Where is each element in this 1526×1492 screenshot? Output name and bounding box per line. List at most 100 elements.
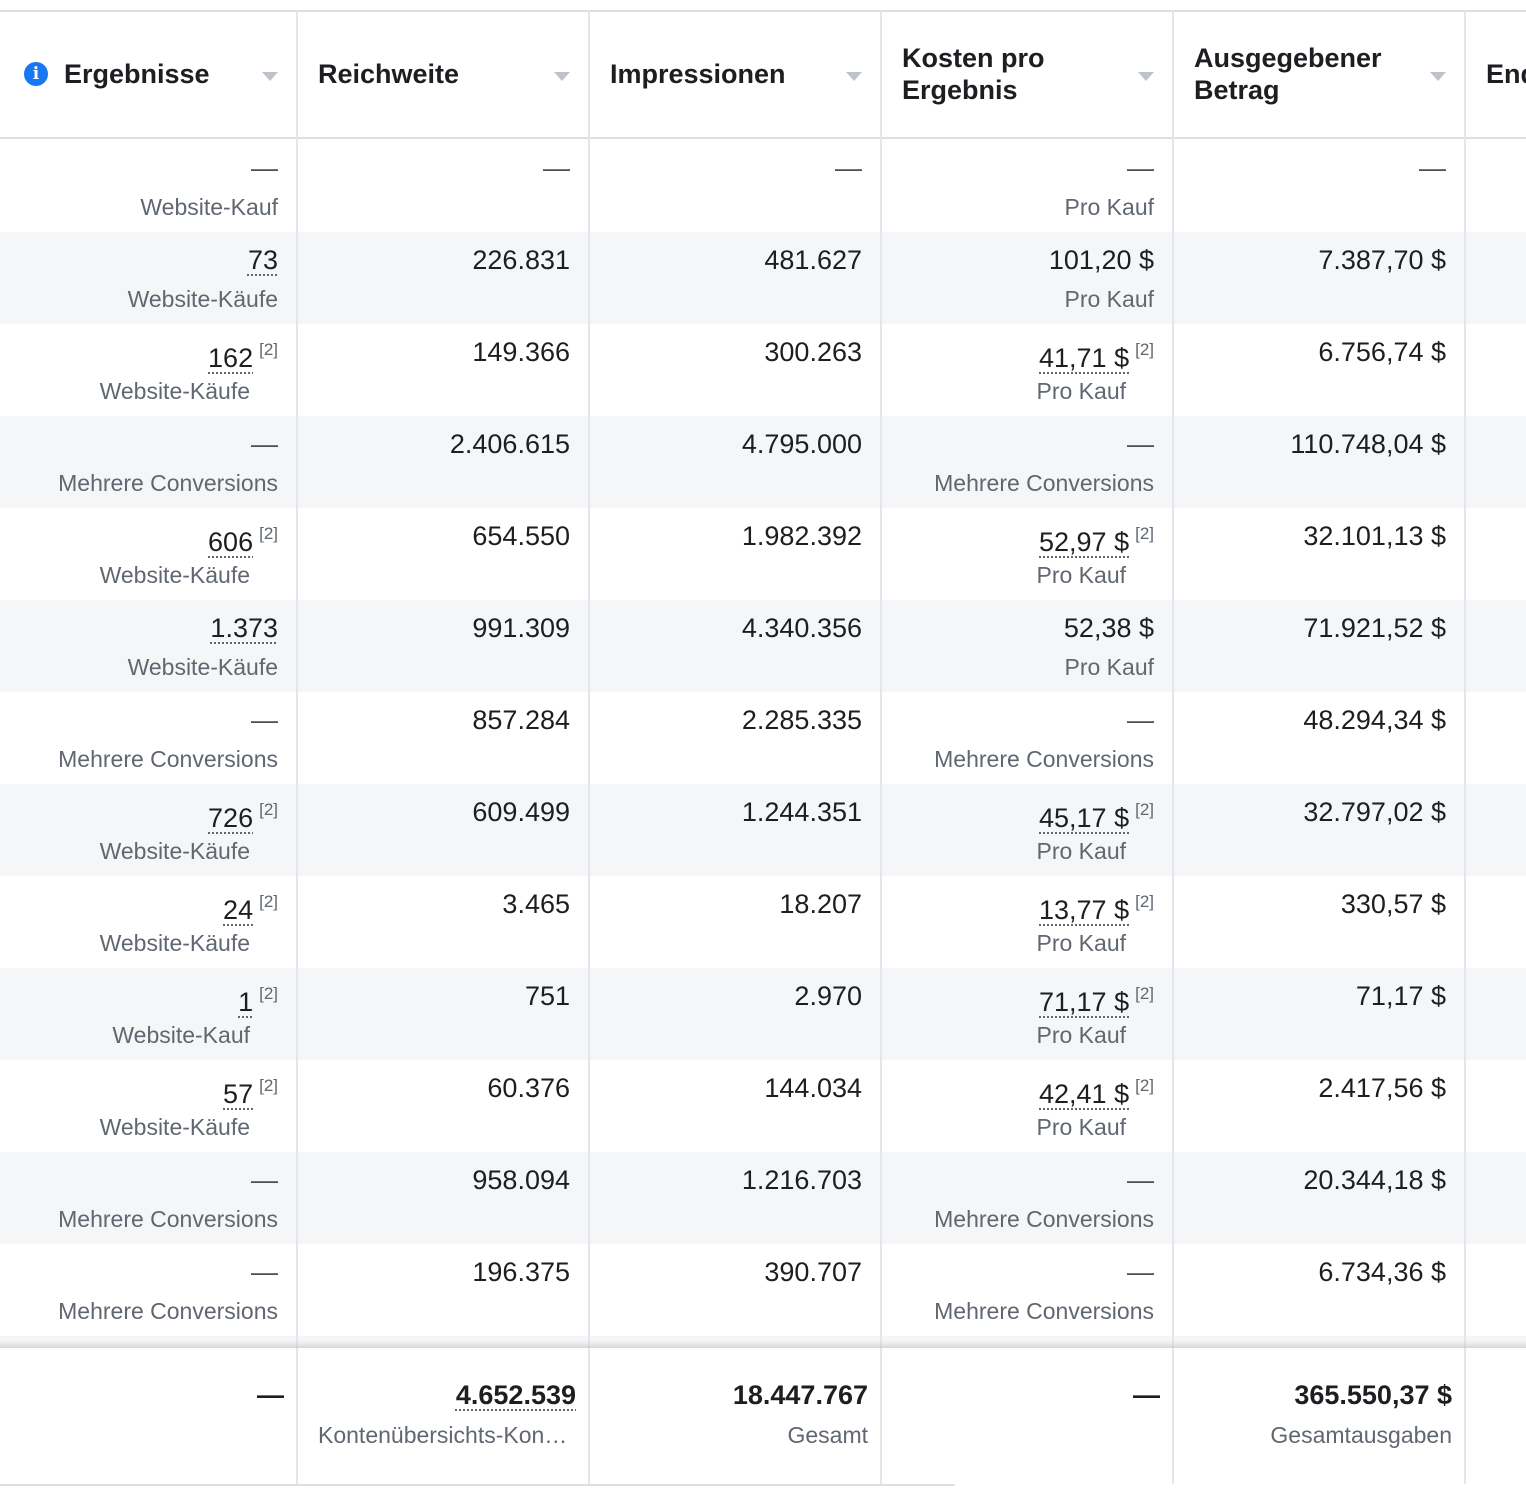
table-row[interactable]: — Website-Kauf — — — Pro Kauf — (0, 140, 1526, 232)
ergebnisse-result-type: Website-Käufe (99, 838, 250, 864)
kosten-value[interactable]: 71,17 $ [2] (1039, 978, 1154, 1020)
reichweite-value: 226.831 (472, 242, 570, 278)
table-row[interactable]: — Mehrere Conversions 196.375 390.707 — Mehre… (0, 1244, 1526, 1336)
ergebnisse-value: — (251, 1162, 278, 1198)
scrollbar-track[interactable] (0, 1484, 955, 1486)
ergebnisse-value[interactable]: 726 [2] (208, 794, 278, 836)
cell-ausgegebener-betrag (1174, 1336, 1464, 1340)
table-row[interactable]: 162 [2] Website-Käufe 149.366 300.263 41,71 $… (0, 324, 1526, 416)
footnote-marker[interactable]: [2] (1135, 524, 1154, 543)
table-top-border (0, 10, 1526, 12)
cell-ausgegebener-betrag: 7.387,70 $ (1174, 232, 1464, 324)
kosten-result-type: Pro Kauf (1036, 378, 1127, 404)
kosten-result-type: Pro Kauf (1036, 562, 1127, 588)
cell-kosten-pro-ergebnis: 71,17 $ [2] Pro Kauf (882, 968, 1172, 1060)
cell-ergebnisse: — Website-Kauf (4, 140, 296, 232)
cell-impressionen: 481.627 (590, 232, 880, 324)
footnote-marker[interactable]: [2] (1135, 1076, 1154, 1095)
cell-impressionen (590, 1336, 880, 1340)
betrag-value: — (1419, 150, 1446, 186)
ergebnisse-value: — (251, 1254, 278, 1290)
column-header-reichweite[interactable]: Reichweite (298, 10, 588, 138)
footnote-marker[interactable]: [2] (259, 340, 278, 359)
table-row[interactable]: 73 Website-Käufe 226.831 481.627 101,20 $ Pro… (0, 232, 1526, 324)
sort-caret-down-icon[interactable] (1430, 72, 1446, 81)
column-header-kosten-pro-ergebnis[interactable]: Kosten pro Ergebnis (882, 10, 1172, 138)
ergebnisse-value[interactable]: 73 (248, 242, 278, 278)
kosten-value[interactable]: 52,97 $ [2] (1039, 518, 1154, 560)
table-row[interactable]: — Mehrere Conversions 2.406.615 4.795.000 — M… (0, 416, 1526, 508)
cell-ergebnisse: 73 Website-Käufe (4, 232, 296, 324)
ergebnisse-value[interactable]: 57 [2] (223, 1070, 278, 1112)
table-row[interactable]: 726 [2] Website-Käufe 609.499 1.244.351 45,17… (0, 784, 1526, 876)
kosten-result-type: Pro Kauf (1064, 654, 1155, 680)
table-row[interactable] (0, 1336, 1526, 1340)
reichweite-value: 857.284 (472, 702, 570, 738)
table-row[interactable]: 24 [2] Website-Käufe 3.465 18.207 13,77 $ [2] P… (0, 876, 1526, 968)
kosten-value[interactable]: 45,17 $ [2] (1039, 794, 1154, 836)
table-row[interactable]: — Mehrere Conversions 958.094 1.216.703 — Meh… (0, 1152, 1526, 1244)
kosten-value[interactable]: 41,71 $ [2] (1039, 334, 1154, 376)
column-header-end[interactable]: End (1466, 10, 1526, 138)
cell-reichweite: 991.309 (298, 600, 588, 692)
cell-end (1466, 876, 1526, 968)
footnote-marker[interactable]: [2] (1135, 892, 1154, 911)
sort-caret-down-icon[interactable] (554, 72, 570, 81)
column-divider (1464, 140, 1466, 1340)
footnote-marker[interactable]: [2] (259, 1076, 278, 1095)
kosten-value: 52,38 $ (1064, 610, 1154, 646)
impressionen-number: 2.970 (794, 981, 862, 1011)
cell-reichweite: — (298, 140, 588, 232)
ergebnisse-value[interactable]: 1 [2] (238, 978, 278, 1020)
table-row[interactable]: — Mehrere Conversions 857.284 2.285.335 — Meh… (0, 692, 1526, 784)
footnote-marker[interactable]: [2] (259, 800, 278, 819)
sort-caret-down-icon[interactable] (262, 72, 278, 81)
column-divider (296, 1348, 298, 1474)
kosten-number: 71,17 $ (1039, 987, 1130, 1017)
column-header-ergebnisse[interactable]: i Ergebnisse (4, 10, 296, 138)
cell-ergebnisse: 606 [2] Website-Käufe (4, 508, 296, 600)
footnote-marker[interactable]: [2] (1135, 800, 1154, 819)
footnote-marker[interactable]: [2] (1135, 340, 1154, 359)
ergebnisse-value[interactable]: 162 [2] (208, 334, 278, 376)
kosten-value[interactable]: 42,41 $ [2] (1039, 1070, 1154, 1112)
kosten-number: — (1127, 429, 1154, 459)
table-row[interactable]: 1.373 Website-Käufe 991.309 4.340.356 52,38 … (0, 600, 1526, 692)
sort-caret-down-icon[interactable] (1138, 72, 1154, 81)
impressionen-number: 4.340.356 (741, 613, 862, 643)
betrag-value: 20.344,18 $ (1303, 1162, 1446, 1198)
reichweite-number: 60.376 (487, 1073, 570, 1103)
ergebnisse-value: — (251, 150, 278, 186)
ergebnisse-value[interactable]: 606 [2] (208, 518, 278, 560)
footnote-marker[interactable]: [2] (259, 524, 278, 543)
footnote-marker[interactable]: [2] (259, 984, 278, 1003)
impressionen-number: 300.263 (764, 337, 862, 367)
column-header-ausgegebener-betrag[interactable]: Ausgegebener Betrag (1174, 10, 1464, 138)
column-divider (296, 140, 298, 1340)
cell-end (1466, 1244, 1526, 1336)
betrag-value: 32.101,13 $ (1303, 518, 1446, 554)
cell-kosten-pro-ergebnis: — Mehrere Conversions (882, 692, 1172, 784)
impressionen-value: 18.207 (779, 886, 862, 922)
sort-caret-down-icon[interactable] (846, 72, 862, 81)
kosten-value[interactable]: 13,77 $ [2] (1039, 886, 1154, 928)
table-row[interactable]: 57 [2] Website-Käufe 60.376 144.034 42,41 $ [2… (0, 1060, 1526, 1152)
cell-reichweite: 857.284 (298, 692, 588, 784)
column-header-impressionen[interactable]: Impressionen (590, 10, 880, 138)
table-row[interactable]: 1 [2] Website-Kauf 751 2.970 71,17 $ [2] Pro Ka… (0, 968, 1526, 1060)
footnote-marker[interactable]: [2] (259, 892, 278, 911)
betrag-value: 32.797,02 $ (1303, 794, 1446, 830)
cell-end (1466, 1152, 1526, 1244)
summary-reichweite[interactable]: 4.652.539 (455, 1380, 576, 1410)
table-row[interactable]: 606 [2] Website-Käufe 654.550 1.982.392 52,97… (0, 508, 1526, 600)
cell-ausgegebener-betrag: 32.101,13 $ (1174, 508, 1464, 600)
kosten-number: 42,41 $ (1039, 1079, 1130, 1109)
ergebnisse-value[interactable]: 1.373 (210, 610, 278, 646)
info-icon[interactable]: i (24, 62, 48, 86)
column-header-label: Impressionen (610, 59, 786, 89)
kosten-value: — (1127, 1254, 1154, 1290)
cell-reichweite: 226.831 (298, 232, 588, 324)
ergebnisse-value[interactable]: 24 [2] (223, 886, 278, 928)
ergebnisse-result-type: Website-Kauf (140, 194, 278, 220)
footnote-marker[interactable]: [2] (1135, 984, 1154, 1003)
